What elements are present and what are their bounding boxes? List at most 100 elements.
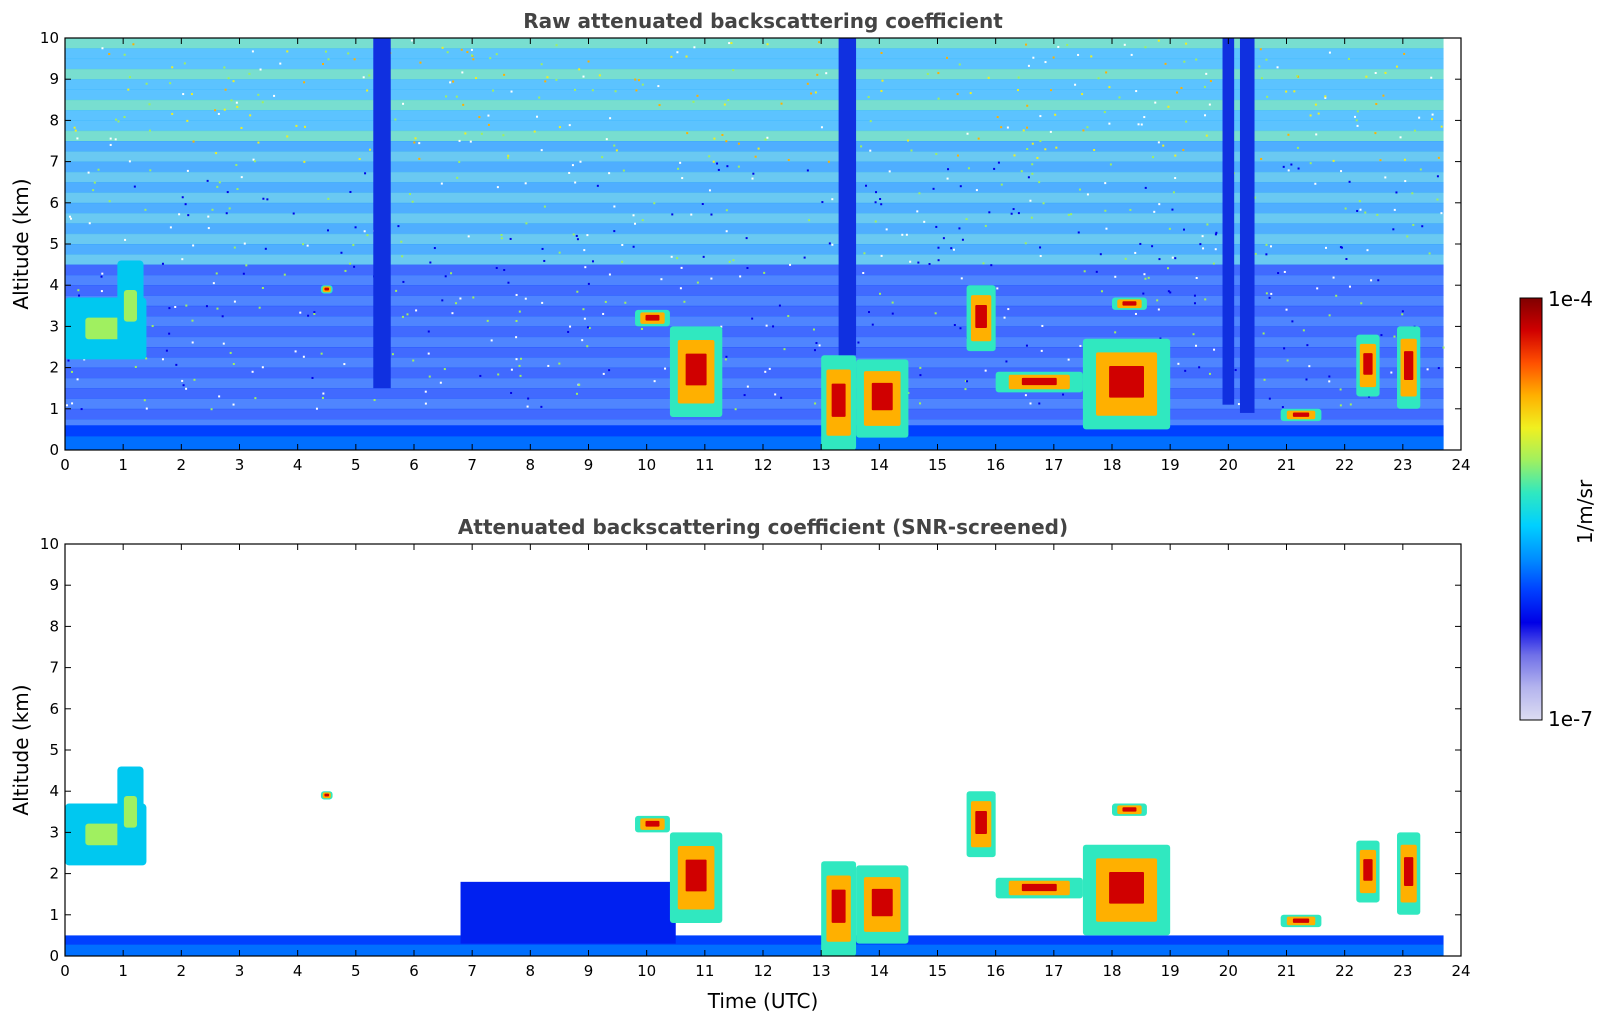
noise-speck — [1152, 156, 1155, 159]
noise-speck — [880, 254, 883, 257]
noise-speck — [221, 315, 224, 318]
noise-speck — [401, 315, 404, 318]
noise-speck — [1039, 140, 1042, 143]
noise-speck — [1268, 397, 1271, 400]
noise-speck — [1077, 53, 1080, 56]
noise-speck — [772, 325, 775, 328]
noise-speck — [1309, 162, 1312, 165]
noise-speck — [591, 89, 594, 92]
noise-speck — [1206, 223, 1209, 226]
y-tick-label: 6 — [49, 194, 59, 212]
noise-speck — [1356, 209, 1359, 212]
heat-cell — [65, 202, 1444, 214]
noise-speck — [780, 102, 783, 105]
noise-speck — [763, 271, 766, 274]
noise-speck — [746, 266, 749, 269]
noise-speck — [366, 234, 369, 237]
noise-speck — [223, 66, 226, 69]
noise-speck — [472, 58, 475, 61]
noise-speck — [1395, 65, 1398, 68]
noise-speck — [1078, 188, 1081, 191]
x-tick-label: 10 — [637, 456, 656, 474]
noise-speck — [865, 184, 868, 187]
noise-speck — [977, 137, 980, 140]
noise-speck — [445, 95, 448, 98]
noise-speck — [236, 105, 239, 108]
noise-speck — [751, 317, 754, 320]
noise-speck — [778, 304, 781, 307]
x-tick-label: 9 — [584, 962, 594, 980]
heat-cell — [65, 233, 1444, 245]
noise-speck — [1017, 212, 1020, 215]
noise-speck — [1270, 292, 1273, 295]
noise-speck — [567, 330, 570, 333]
noise-speck — [825, 72, 828, 75]
noise-speck — [653, 202, 656, 205]
noise-speck — [206, 179, 209, 182]
noise-speck — [343, 363, 346, 366]
noise-speck — [806, 169, 809, 172]
noise-speck — [1360, 302, 1363, 305]
heat-cell — [65, 130, 1444, 142]
noise-speck — [77, 289, 80, 292]
noise-speck — [1093, 149, 1096, 152]
noise-speck — [1374, 72, 1377, 75]
noise-speck — [321, 396, 324, 399]
noise-speck — [1198, 366, 1201, 369]
x-tick-label: 4 — [293, 962, 303, 980]
noise-speck — [353, 58, 356, 61]
heat-cell — [65, 68, 1444, 80]
noise-speck — [394, 118, 397, 121]
x-tick-label: 14 — [870, 962, 889, 980]
noise-speck — [502, 134, 505, 137]
x-tick-label: 19 — [1161, 456, 1180, 474]
noise-speck — [888, 170, 891, 173]
colorbar: 1e-4 1e-7 1/m/sr — [1519, 287, 1597, 731]
noise-speck — [161, 262, 164, 265]
noise-speck — [151, 325, 154, 328]
noise-speck — [313, 312, 316, 315]
noise-speck — [1143, 273, 1146, 276]
noise-speck — [76, 137, 79, 140]
noise-speck — [964, 388, 967, 391]
noise-speck — [555, 44, 558, 47]
y-tick-label: 6 — [49, 700, 59, 718]
noise-speck — [710, 213, 713, 216]
noise-speck — [1368, 395, 1371, 398]
noise-speck — [192, 244, 195, 247]
noise-speck — [518, 364, 521, 367]
noise-speck — [1263, 378, 1266, 381]
cloud-core — [1403, 857, 1414, 886]
noise-speck — [1156, 299, 1159, 302]
noise-speck — [1180, 87, 1183, 90]
y-tick-label: 8 — [49, 617, 59, 635]
noise-speck — [634, 78, 637, 81]
noise-speck — [1213, 348, 1216, 351]
noise-speck — [397, 225, 400, 228]
heat-cell — [65, 244, 1444, 255]
noise-speck — [364, 172, 367, 175]
noise-speck — [1431, 113, 1434, 116]
noise-speck — [558, 126, 561, 129]
x-tick-label: 0 — [60, 962, 70, 980]
noise-speck — [446, 51, 449, 54]
noise-speck — [988, 211, 991, 214]
noise-speck — [831, 243, 834, 246]
noise-speck — [402, 280, 405, 283]
heat-cell — [65, 388, 1444, 399]
panel-raw-title: Raw attenuated backscattering coefficien… — [523, 9, 1003, 33]
aerosol-layer-core — [123, 795, 137, 828]
colorbar-bar — [1519, 297, 1543, 721]
noise-speck — [1399, 136, 1402, 139]
x-tick-label: 13 — [812, 962, 831, 980]
noise-speck — [326, 229, 329, 232]
noise-speck — [1114, 275, 1117, 278]
cloud-core — [871, 888, 893, 917]
noise-speck — [806, 82, 809, 85]
noise-speck — [1171, 208, 1174, 211]
noise-speck — [937, 246, 940, 249]
heat-cell — [65, 274, 1444, 286]
noise-speck — [874, 220, 877, 223]
noise-speck — [455, 95, 458, 98]
x-tick-label: 19 — [1161, 962, 1180, 980]
